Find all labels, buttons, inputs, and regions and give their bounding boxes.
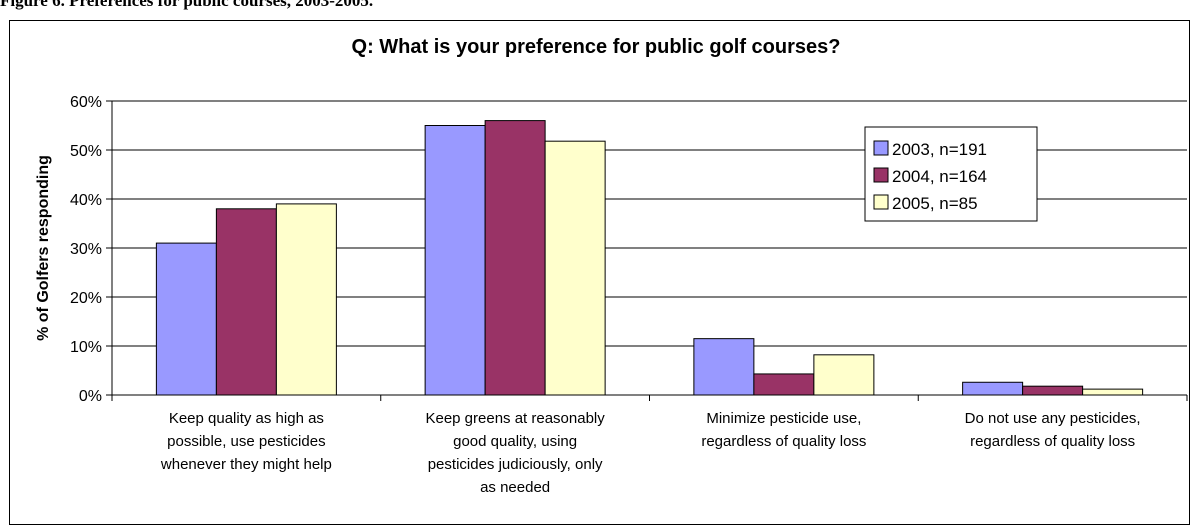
y-axis-label: % of Golfers responding xyxy=(35,155,52,341)
x-category-label-line: Keep greens at reasonably xyxy=(425,410,605,427)
legend: 2003, n=191 2004, n=164 2005, n=85 xyxy=(864,126,1038,222)
bar-2003-cat4 xyxy=(962,381,1024,396)
x-category-labels: Keep quality as high as possible, use pes… xyxy=(160,410,1141,496)
bar-2003-cat2 xyxy=(424,125,486,396)
x-category-label: Minimize pesticide use, regardless of qua… xyxy=(701,410,866,450)
x-category-label-line: possible, use pesticides xyxy=(167,433,325,450)
y-tick-label: 30% xyxy=(70,241,102,258)
bars xyxy=(155,120,1144,396)
bar-2005-cat1 xyxy=(275,203,337,396)
x-category-label: Do not use any pesticides, regardless of … xyxy=(965,410,1141,450)
bar-2004-cat1 xyxy=(215,208,277,396)
y-tick-label: 10% xyxy=(70,339,102,356)
x-category-label-line: as needed xyxy=(480,479,550,496)
bar-2005-cat2 xyxy=(544,140,606,396)
bar-2004-cat2 xyxy=(484,120,546,396)
y-tick-label: 0% xyxy=(79,388,102,405)
legend-swatch xyxy=(873,167,889,183)
y-tick-label: 20% xyxy=(70,290,102,307)
chart-title: Q: What is your preference for public go… xyxy=(352,36,841,58)
bar-2003-cat1 xyxy=(155,242,217,396)
legend-entry: 2003, n=191 xyxy=(892,140,987,159)
y-tick-label: 60% xyxy=(70,94,102,111)
legend-swatch xyxy=(873,140,889,156)
x-category-label-line: whenever they might help xyxy=(160,456,332,473)
bar-2005-cat4 xyxy=(1082,388,1144,396)
x-category-label-line: pesticides judiciously, only xyxy=(428,456,603,473)
y-tick-label: 50% xyxy=(70,143,102,160)
legend-entry: 2005, n=85 xyxy=(892,194,978,213)
x-category-label-line: regardless of quality loss xyxy=(701,433,866,450)
legend-swatch xyxy=(873,194,889,210)
x-category-label-line: Keep quality as high as xyxy=(169,410,324,427)
y-tick-label: 40% xyxy=(70,192,102,209)
x-category-label-line: good quality, using xyxy=(453,433,577,450)
y-tick-labels: 0% 10% 20% 30% 40% 50% 60% xyxy=(70,94,102,405)
x-category-label: Keep quality as high as possible, use pes… xyxy=(160,410,332,473)
axes xyxy=(106,100,1188,401)
x-category-label-line: Minimize pesticide use, xyxy=(706,410,861,427)
bar-2004-cat4 xyxy=(1022,385,1084,396)
legend-box xyxy=(864,126,1038,222)
bar-2005-cat3 xyxy=(813,354,875,396)
x-category-label: Keep greens at reasonably good quality, u… xyxy=(425,410,605,496)
x-category-label-line: regardless of quality loss xyxy=(970,433,1135,450)
legend-entry: 2004, n=164 xyxy=(892,167,987,186)
x-category-label-line: Do not use any pesticides, xyxy=(965,410,1141,427)
bar-2004-cat3 xyxy=(753,373,815,396)
bar-2003-cat3 xyxy=(693,338,755,396)
figure-caption: Figure 6. Preferences for public courses… xyxy=(0,0,374,10)
